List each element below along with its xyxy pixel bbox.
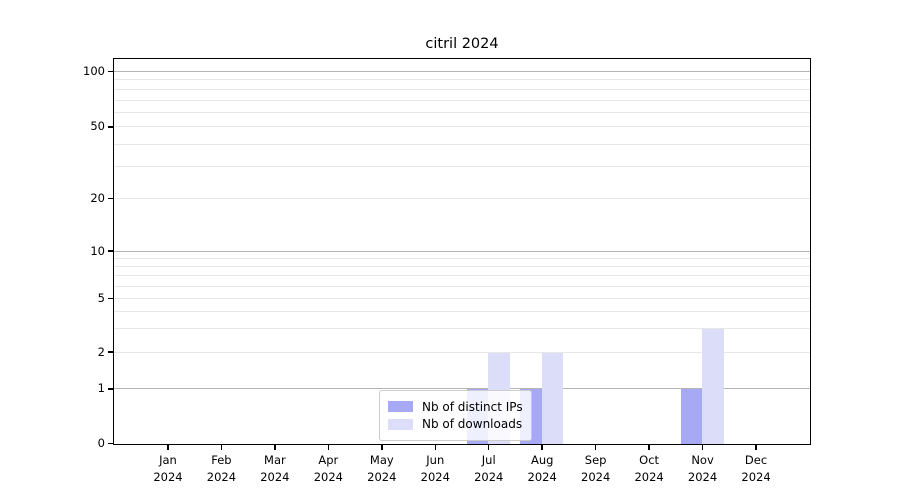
legend-item-distinct-ips: Nb of distinct IPs — [388, 399, 523, 415]
x-tick-label: Feb 2024 — [193, 452, 249, 485]
x-tick-label-year: 2024 — [313, 469, 343, 484]
y-gridline-minor — [114, 351, 810, 353]
x-tick-label-year: 2024 — [474, 469, 504, 484]
y-gridline-minor — [114, 265, 810, 267]
y-gridline-minor — [114, 79, 810, 81]
y-gridline-minor — [114, 275, 810, 277]
x-axis-tick — [327, 445, 330, 450]
y-gridline-minor — [114, 111, 810, 113]
chart-title: citril 2024 — [425, 36, 499, 52]
x-tick-label-year: 2024 — [687, 469, 718, 484]
plot-area: Nb of distinct IPs Nb of downloads — [113, 58, 811, 445]
x-tick-label-year: 2024 — [420, 469, 450, 484]
y-gridline-minor — [114, 99, 810, 101]
x-axis-tick — [220, 445, 223, 450]
legend-swatch-distinct-ips — [388, 401, 413, 412]
x-axis-tick — [594, 445, 597, 450]
x-tick-label-month: Oct — [639, 453, 660, 467]
x-axis-tick — [755, 445, 757, 450]
x-tick-label: Jan 2024 — [140, 452, 196, 485]
x-tick-label-month: Feb — [211, 453, 232, 467]
bar-downloads — [541, 352, 564, 444]
y-gridline-minor — [114, 257, 810, 259]
y-tick-label: 5 — [97, 291, 105, 306]
y-tick-label: 2 — [97, 344, 105, 359]
x-tick-label: Dec 2024 — [728, 452, 784, 485]
x-tick-label: Aug 2024 — [514, 452, 570, 485]
x-axis-tick — [487, 445, 490, 450]
legend-label-distinct-ips: Nb of distinct IPs — [422, 399, 523, 414]
x-axis-tick — [381, 445, 383, 450]
x-tick-label: Nov 2024 — [675, 452, 731, 485]
y-gridline-minor — [114, 126, 810, 128]
x-axis-tick — [648, 445, 650, 450]
y-tick-label: 10 — [90, 243, 105, 258]
x-axis-tick — [701, 445, 704, 450]
y-gridline-major — [114, 70, 810, 72]
y-tick-label: 1 — [97, 381, 105, 396]
bar-distinct-ips — [680, 389, 703, 444]
y-tick-label: 20 — [90, 190, 105, 205]
x-tick-label-year: 2024 — [634, 469, 664, 484]
bar-downloads — [702, 329, 724, 444]
x-tick-label-month: Jun — [426, 453, 445, 467]
x-tick-label-month: May — [369, 453, 394, 467]
legend-item-downloads: Nb of downloads — [388, 416, 523, 432]
x-tick-label-year: 2024 — [260, 469, 290, 484]
x-tick-label: Jun 2024 — [407, 452, 463, 485]
y-gridline-minor — [114, 166, 810, 168]
x-tick-label: Jul 2024 — [461, 452, 517, 485]
x-tick-label-year: 2024 — [153, 469, 183, 484]
x-tick-label-month: Nov — [691, 453, 714, 467]
x-tick-label: Sep 2024 — [568, 452, 624, 485]
x-tick-label: Mar 2024 — [247, 452, 303, 485]
bars-layer — [114, 59, 810, 444]
x-tick-label: Apr 2024 — [300, 452, 356, 485]
y-gridline-minor — [114, 311, 810, 313]
x-tick-label: May 2024 — [354, 452, 410, 485]
grid-layer — [114, 59, 810, 444]
x-axis-tick — [434, 445, 437, 450]
y-gridline-minor — [114, 143, 810, 145]
x-tick-label-month: Dec — [744, 453, 768, 467]
x-tick-label-year: 2024 — [206, 469, 237, 484]
y-tick-label: 0 — [97, 436, 105, 450]
legend-label-downloads: Nb of downloads — [422, 417, 523, 431]
y-tick-label: 100 — [83, 63, 105, 78]
x-tick-label-year: 2024 — [741, 469, 771, 484]
x-tick-label-month: Mar — [264, 453, 286, 467]
x-axis-tick — [541, 445, 543, 450]
x-tick-label-month: Sep — [584, 453, 607, 467]
x-tick-label-month: Jul — [481, 453, 496, 467]
y-tick-label: 50 — [90, 119, 105, 134]
legend-swatch-downloads — [388, 418, 413, 430]
legend: Nb of distinct IPs Nb of downloads — [379, 390, 532, 441]
y-gridline-minor — [114, 197, 810, 199]
x-axis-tick — [274, 445, 276, 450]
x-tick-label-month: Apr — [318, 453, 339, 467]
y-gridline-minor — [114, 298, 810, 300]
y-gridline-minor — [114, 328, 810, 330]
y-gridline-major — [114, 388, 810, 390]
x-tick-label-month: Aug — [530, 453, 554, 467]
x-tick-label: Oct 2024 — [621, 452, 677, 485]
x-tick-label-year: 2024 — [581, 469, 611, 484]
x-axis-tick — [167, 445, 169, 450]
x-tick-label-month: Jan — [159, 453, 177, 467]
y-gridline-minor — [114, 88, 810, 90]
x-tick-label-year: 2024 — [527, 469, 557, 484]
x-tick-label-year: 2024 — [367, 469, 397, 484]
y-gridline-minor — [114, 285, 810, 287]
y-gridline-major — [114, 250, 810, 252]
